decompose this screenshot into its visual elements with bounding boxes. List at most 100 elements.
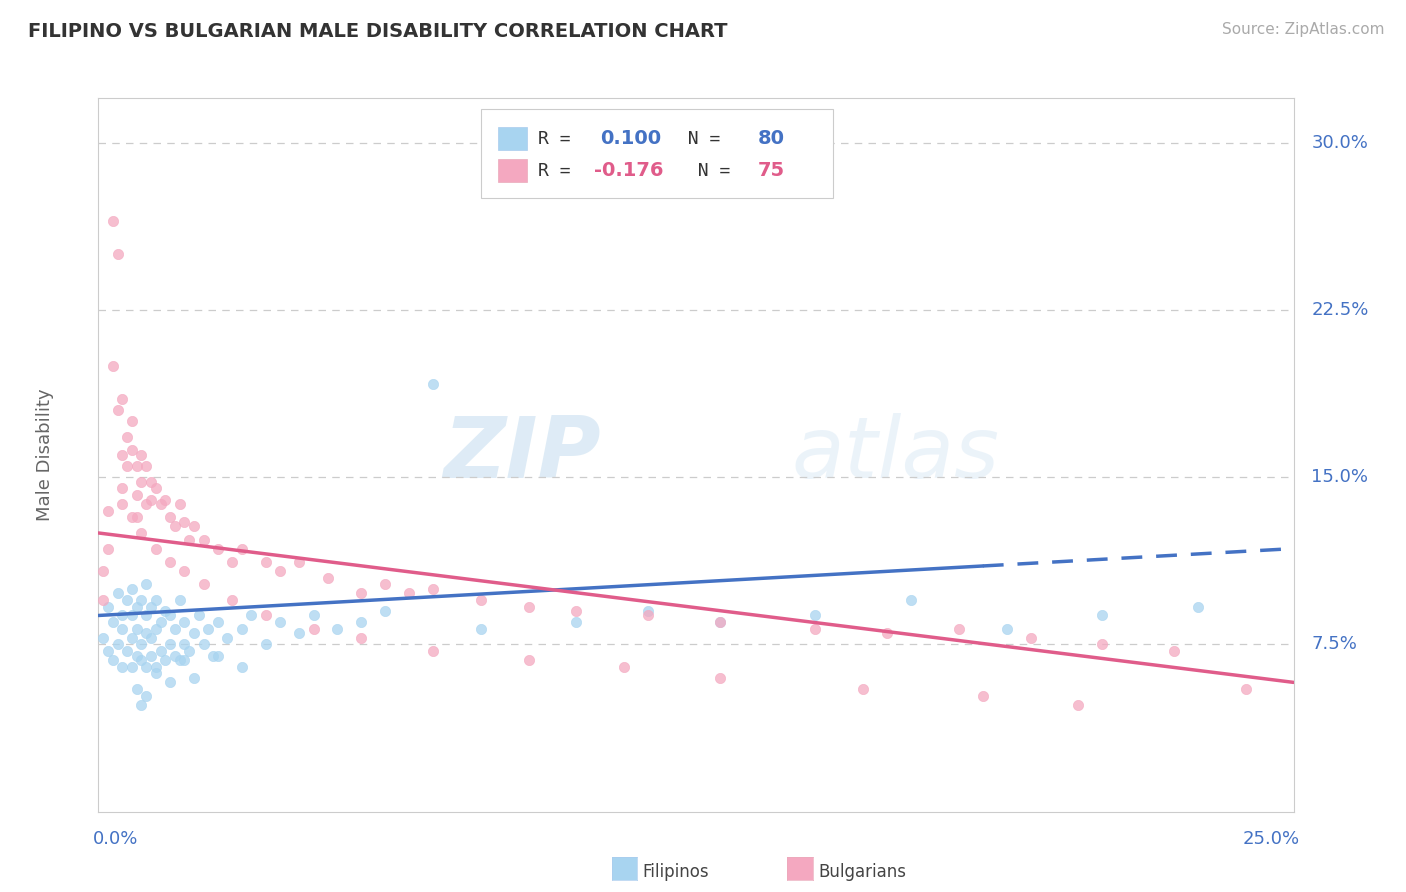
- Text: 25.0%: 25.0%: [1243, 830, 1299, 847]
- Point: [187, 608, 209, 623]
- Text: 0.100: 0.100: [600, 129, 661, 148]
- Point: [163, 622, 186, 636]
- Point: [183, 671, 205, 685]
- Point: [173, 515, 195, 529]
- Point: [111, 622, 134, 636]
- Point: [101, 213, 124, 227]
- Point: [995, 622, 1018, 636]
- Point: [111, 608, 134, 623]
- Point: [350, 586, 373, 600]
- Text: N =: N =: [666, 130, 731, 148]
- Point: [173, 637, 195, 651]
- Point: [135, 689, 157, 703]
- Point: [207, 615, 229, 630]
- Point: [149, 497, 172, 511]
- Point: [145, 592, 167, 607]
- Point: [709, 615, 731, 630]
- Point: [169, 653, 191, 667]
- Point: [121, 631, 143, 645]
- Point: [183, 626, 205, 640]
- Text: N =: N =: [676, 162, 741, 180]
- Point: [254, 555, 277, 569]
- Point: [139, 648, 162, 663]
- Point: [145, 541, 167, 556]
- Point: [470, 592, 492, 607]
- Point: [804, 622, 827, 636]
- Point: [145, 660, 167, 674]
- Point: [97, 599, 120, 614]
- Point: [183, 519, 205, 533]
- Point: [316, 571, 339, 585]
- Point: [121, 582, 143, 596]
- Point: [972, 689, 994, 703]
- Point: [159, 637, 181, 651]
- Point: [193, 533, 215, 547]
- Point: [139, 475, 162, 489]
- Point: [145, 622, 167, 636]
- Point: [131, 592, 153, 607]
- Point: [217, 631, 239, 645]
- Point: [350, 631, 373, 645]
- Point: [254, 637, 277, 651]
- Point: [173, 615, 195, 630]
- Point: [121, 414, 143, 429]
- Point: [804, 608, 827, 623]
- Point: [1091, 637, 1114, 651]
- Text: Male Disability: Male Disability: [35, 389, 53, 521]
- Point: [91, 564, 114, 578]
- Point: [517, 599, 540, 614]
- Point: [1163, 644, 1185, 658]
- Point: [115, 644, 138, 658]
- Point: [107, 247, 129, 261]
- Point: [139, 492, 162, 507]
- Point: [121, 510, 143, 524]
- Point: [135, 459, 157, 474]
- Text: ZIP: ZIP: [443, 413, 600, 497]
- Point: [121, 608, 143, 623]
- Point: [900, 592, 922, 607]
- Point: [125, 488, 148, 502]
- Point: [1187, 599, 1209, 614]
- Point: [1067, 698, 1090, 712]
- Point: [135, 497, 157, 511]
- Point: [302, 608, 325, 623]
- Point: [115, 459, 138, 474]
- Text: 75: 75: [758, 161, 785, 180]
- Point: [145, 666, 167, 681]
- Point: [269, 615, 291, 630]
- Point: [155, 492, 177, 507]
- Text: -0.176: -0.176: [595, 161, 664, 180]
- Point: [876, 626, 898, 640]
- Point: [121, 660, 143, 674]
- Text: R =: R =: [538, 162, 582, 180]
- Text: Bulgarians: Bulgarians: [818, 863, 907, 881]
- Point: [231, 541, 253, 556]
- Point: [111, 660, 134, 674]
- Point: [111, 392, 134, 407]
- Point: [107, 586, 129, 600]
- Text: 22.5%: 22.5%: [1312, 301, 1369, 319]
- FancyBboxPatch shape: [481, 109, 834, 198]
- Point: [221, 592, 243, 607]
- Point: [637, 608, 659, 623]
- Point: [159, 510, 181, 524]
- Point: [565, 604, 588, 618]
- Point: [149, 615, 172, 630]
- Point: [197, 622, 219, 636]
- Point: [159, 675, 181, 690]
- Point: [135, 577, 157, 591]
- Point: [115, 592, 138, 607]
- Point: [135, 660, 157, 674]
- Point: [240, 608, 263, 623]
- Text: Filipinos: Filipinos: [643, 863, 709, 881]
- Text: FILIPINO VS BULGARIAN MALE DISABILITY CORRELATION CHART: FILIPINO VS BULGARIAN MALE DISABILITY CO…: [28, 22, 728, 41]
- Point: [135, 626, 157, 640]
- Point: [193, 637, 215, 651]
- Point: [101, 359, 124, 373]
- Point: [125, 510, 148, 524]
- Point: [101, 653, 124, 667]
- Point: [565, 615, 588, 630]
- Point: [422, 376, 444, 391]
- Point: [135, 608, 157, 623]
- Point: [91, 592, 114, 607]
